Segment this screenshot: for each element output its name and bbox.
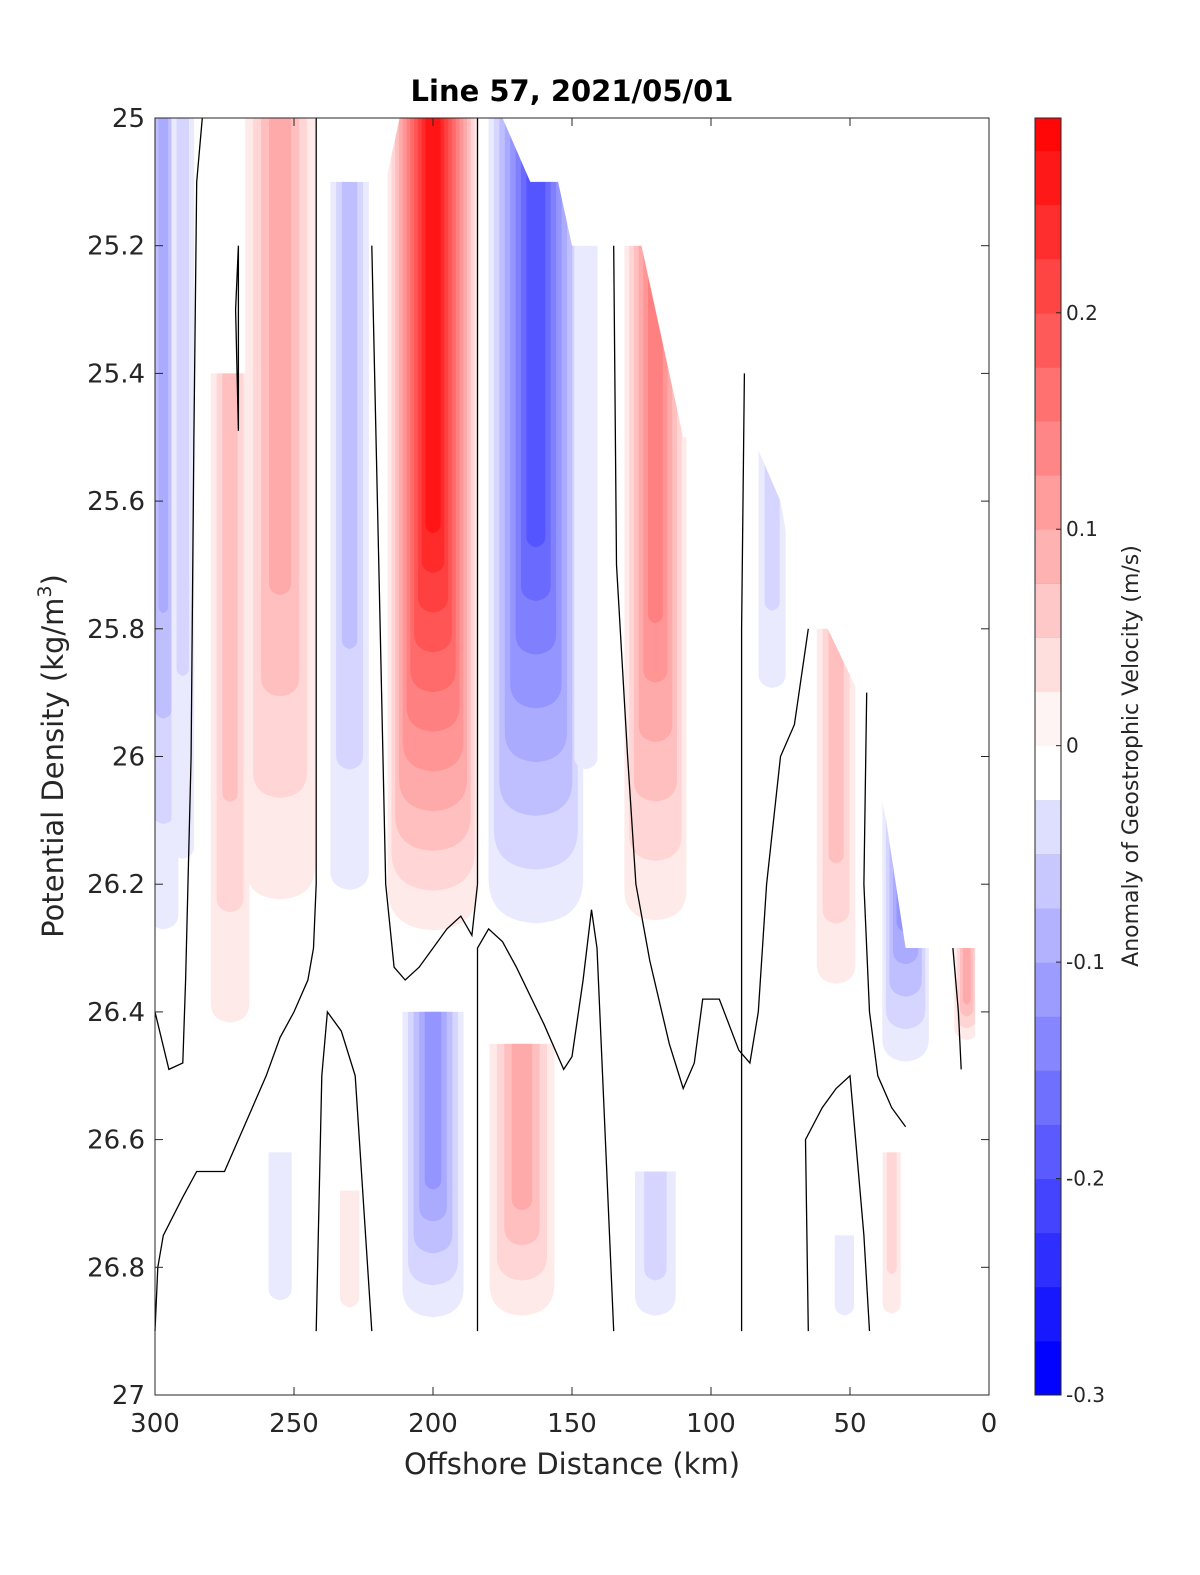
contour-band: [339, 1190, 360, 1308]
contour-band: [526, 118, 546, 548]
no-data-mask: [155, 116, 990, 1395]
contour-band: [424, 1011, 442, 1190]
colorbar-step: [1035, 475, 1061, 530]
contour-band: [269, 118, 292, 595]
colorbar-label: Anomaly of Geostrophic Velocity (m/s): [1119, 545, 1144, 967]
zero-contour-line: [154, 118, 317, 1332]
contour-band: [158, 118, 169, 614]
colorbar-step: [1035, 118, 1061, 151]
colorbar-step: [1035, 583, 1061, 638]
x-tick-label: 100: [686, 1409, 736, 1439]
colorbar-step: [1035, 745, 1061, 801]
x-tick-label: 50: [833, 1409, 866, 1439]
colorbar-step: [1035, 529, 1061, 584]
contour-band: [574, 245, 598, 770]
colorbar-step: [1035, 1016, 1061, 1071]
x-tick-label: 250: [269, 1409, 319, 1439]
y-tick-label: 26.4: [87, 998, 145, 1028]
colorbar-tick-label: 0: [1066, 734, 1079, 758]
heatmap-field: [155, 118, 980, 1318]
y-tick-label: 26: [112, 743, 145, 773]
contour-band: [886, 1152, 897, 1275]
contour-band: [644, 1171, 667, 1281]
x-tick-label: 300: [130, 1409, 180, 1439]
colorbar-frame: [1034, 117, 1062, 1396]
colorbar-step: [1035, 799, 1061, 855]
y-axis-label-close: ): [36, 574, 70, 585]
y-tick-label: 26.2: [87, 870, 145, 900]
colorbar-tick-label: 0.2: [1066, 301, 1098, 325]
colorbar-step: [1035, 150, 1061, 206]
colorbar-tick-label: -0.1: [1066, 950, 1105, 974]
colorbar-step: [1035, 1178, 1061, 1234]
y-axis-label-main: Potential Density (kg/m: [36, 598, 70, 938]
zero-contour-line: [315, 1010, 373, 1332]
x-tick-label: 200: [408, 1409, 458, 1439]
colorbar-step: [1035, 962, 1061, 1017]
chart-title: Line 57, 2021/05/01: [411, 74, 734, 108]
colorbar-step: [1035, 853, 1061, 909]
colorbar-step: [1035, 691, 1061, 747]
zero-contour-line: [952, 948, 962, 1070]
y-axis-label: Potential Density (kg/m3): [34, 574, 70, 938]
zero-contour-line: [613, 245, 809, 1091]
y-tick-label: 25: [112, 104, 145, 134]
y-tick-label: 26.8: [87, 1253, 145, 1283]
y-tick-label: 25.4: [87, 359, 145, 389]
contour-band: [176, 118, 190, 677]
colorbar-step: [1035, 258, 1061, 314]
colorbar-step: [1035, 312, 1061, 368]
y-tick-label: 25.6: [87, 487, 145, 517]
zero-contour-line: [740, 373, 746, 1332]
colorbar-tick-label: -0.2: [1066, 1167, 1105, 1191]
contour-band: [341, 181, 358, 650]
colorbar: -0.3 -0.2 -0.1 0 0.1 0.2: [1034, 117, 1105, 1407]
y-tick-label: 26.6: [87, 1126, 145, 1156]
zero-contour-line: [804, 1074, 871, 1332]
zero-contour-line: [371, 118, 479, 981]
colorbar-step: [1035, 204, 1061, 260]
colorbar-step: [1035, 1232, 1061, 1288]
colorbar-step: [1035, 1070, 1061, 1125]
contour-band: [425, 118, 441, 534]
x-tick-label: 0: [981, 1409, 998, 1439]
x-tick-label: 150: [547, 1409, 597, 1439]
contour-band: [834, 1235, 855, 1316]
contour-band: [222, 373, 238, 802]
colorbar-tick-label: 0.1: [1066, 517, 1098, 541]
colorbar-step: [1035, 1124, 1061, 1180]
x-axis-label: Offshore Distance (km): [404, 1447, 740, 1481]
colorbar-step: [1035, 637, 1061, 693]
zero-contour-line: [476, 909, 615, 1332]
contour-band: [962, 948, 971, 1005]
colorbar-step: [1035, 1286, 1061, 1342]
colorbar-tick-label: -0.3: [1066, 1383, 1105, 1407]
colorbar-step: [1035, 421, 1061, 476]
contour-band: [268, 1152, 292, 1301]
y-tick-label: 27: [112, 1381, 145, 1411]
zero-contour-line: [154, 117, 203, 1071]
contour-band: [648, 245, 663, 624]
zero-contours: [154, 117, 962, 1332]
y-tick-label: 25.8: [87, 615, 145, 645]
contour-band: [511, 1043, 533, 1211]
axes: 300 250 200 150 100 50 0 25 25.2 25.4 25.6 25.8 26 26…: [87, 104, 997, 1439]
y-axis-label-superscript: 3: [34, 585, 56, 597]
y-tick-label: 25.2: [87, 232, 145, 262]
contour-band: [828, 628, 844, 864]
colorbar-step: [1035, 908, 1061, 963]
zero-contour-line: [234, 245, 240, 431]
colorbar-step: [1035, 1340, 1061, 1396]
colorbar-step: [1035, 366, 1061, 422]
zero-contour-line: [863, 692, 907, 1128]
